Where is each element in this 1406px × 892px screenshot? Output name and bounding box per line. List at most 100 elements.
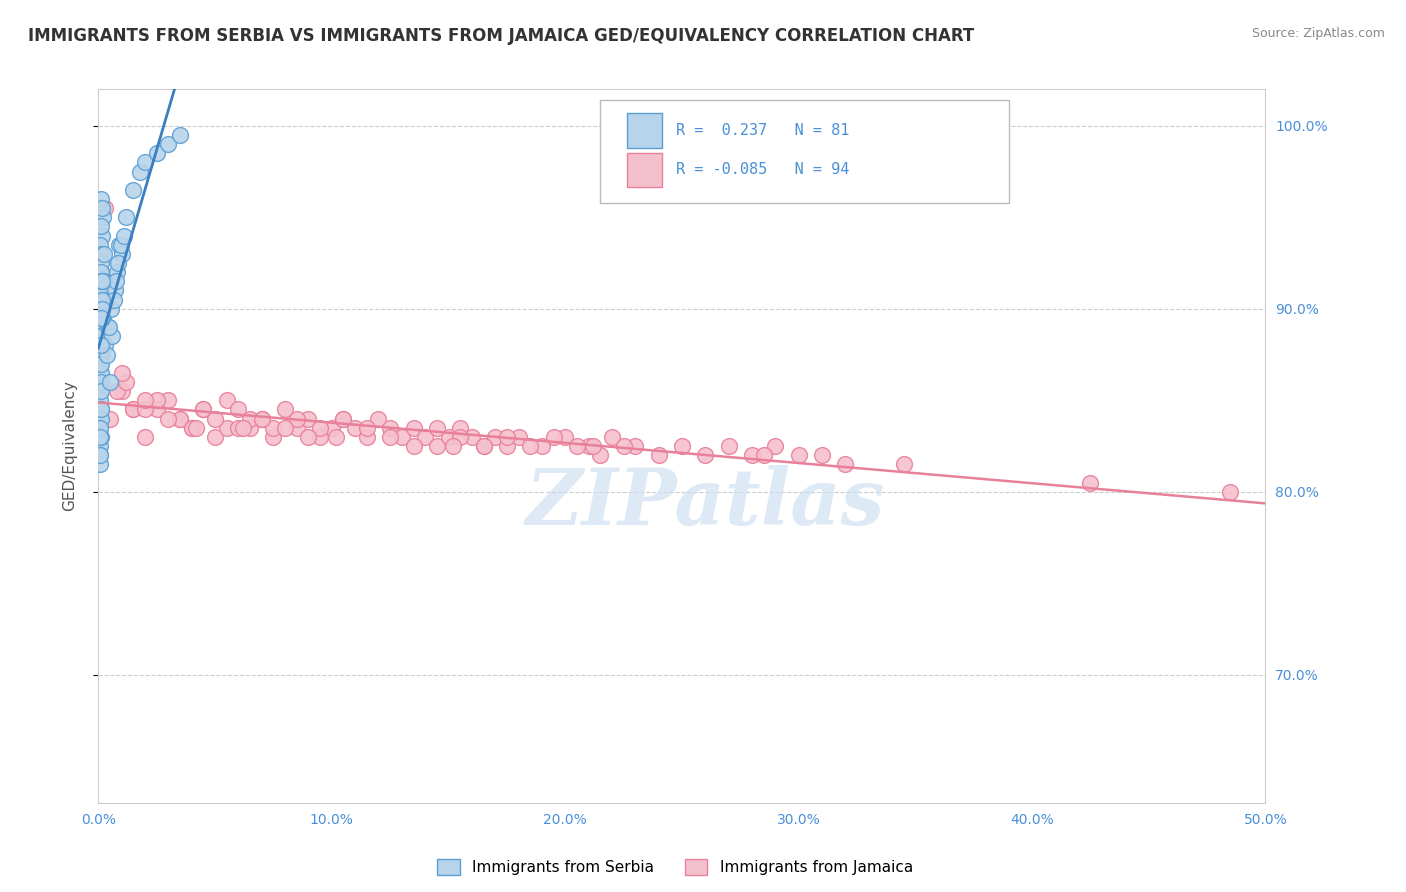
Point (90, 247, 112, 261)
Point (811, 448, 834, 462)
Point (671, 439, 693, 453)
Point (91, 301, 114, 316)
Text: ZIPatlas: ZIPatlas (526, 465, 884, 541)
Text: R =  0.237   N = 81: R = 0.237 N = 81 (676, 123, 849, 138)
Point (89, 458, 111, 472)
Point (186, 420, 208, 434)
Point (134, 393, 156, 408)
Point (89, 439, 111, 453)
Point (104, 284, 127, 298)
Point (378, 420, 402, 434)
Point (787, 448, 810, 462)
Point (285, 411, 308, 425)
Point (600, 430, 623, 444)
Point (413, 430, 436, 444)
Point (89, 310, 111, 325)
Point (647, 448, 669, 462)
Point (129, 164, 152, 178)
Point (111, 384, 134, 398)
Point (94, 293, 117, 307)
Point (89, 420, 111, 434)
Point (215, 420, 238, 434)
Point (893, 458, 915, 472)
Point (309, 420, 332, 434)
Point (115, 375, 138, 389)
Point (90, 310, 112, 325)
Point (437, 430, 460, 444)
Point (89, 448, 111, 462)
Point (89, 375, 111, 389)
FancyBboxPatch shape (600, 100, 1008, 203)
Point (378, 430, 402, 444)
Point (90, 338, 112, 352)
Point (228, 402, 250, 417)
Point (90, 375, 112, 389)
Point (554, 430, 576, 444)
Point (89, 237, 111, 252)
Point (215, 393, 238, 408)
Point (89, 393, 111, 408)
Point (90, 284, 112, 298)
Point (297, 411, 319, 425)
Point (613, 439, 636, 453)
Point (157, 411, 180, 425)
Point (90, 293, 112, 307)
Point (367, 411, 389, 425)
Text: Source: ZipAtlas.com: Source: ZipAtlas.com (1251, 27, 1385, 40)
Point (89, 430, 111, 444)
Point (93, 274, 115, 288)
Point (472, 439, 495, 453)
Point (285, 420, 308, 434)
Point (146, 393, 169, 408)
Point (89, 402, 111, 417)
Point (344, 420, 367, 434)
Point (134, 155, 156, 169)
Point (250, 411, 273, 425)
Point (111, 247, 134, 261)
Point (239, 420, 262, 434)
Point (297, 430, 319, 444)
Point (752, 448, 775, 462)
Point (122, 402, 145, 417)
Point (90, 274, 112, 288)
Point (89, 430, 111, 444)
Point (115, 211, 138, 225)
Point (530, 439, 553, 453)
Point (90, 384, 112, 398)
Point (89, 384, 111, 398)
Point (90, 256, 112, 270)
Point (111, 366, 134, 380)
Point (332, 411, 354, 425)
Point (834, 458, 856, 472)
Point (112, 228, 135, 243)
Point (97, 320, 120, 334)
Point (89, 301, 111, 316)
Point (332, 411, 354, 425)
Point (90, 293, 112, 307)
Point (89, 284, 111, 298)
Point (90, 201, 112, 215)
Point (105, 265, 128, 279)
Point (180, 420, 202, 434)
Point (565, 439, 588, 453)
Point (157, 137, 180, 152)
Point (122, 183, 145, 197)
Point (90, 219, 112, 234)
Point (94, 338, 117, 352)
Point (146, 402, 169, 417)
Point (90, 265, 112, 279)
Point (89, 411, 111, 425)
Point (134, 430, 156, 444)
Point (90, 192, 112, 206)
FancyBboxPatch shape (627, 153, 662, 187)
Point (582, 439, 605, 453)
Point (543, 430, 565, 444)
Point (508, 430, 530, 444)
Point (90, 329, 112, 343)
Point (169, 128, 191, 142)
Point (624, 439, 647, 453)
Point (108, 237, 131, 252)
Point (90, 411, 112, 425)
Point (89, 357, 111, 371)
Point (402, 439, 425, 453)
